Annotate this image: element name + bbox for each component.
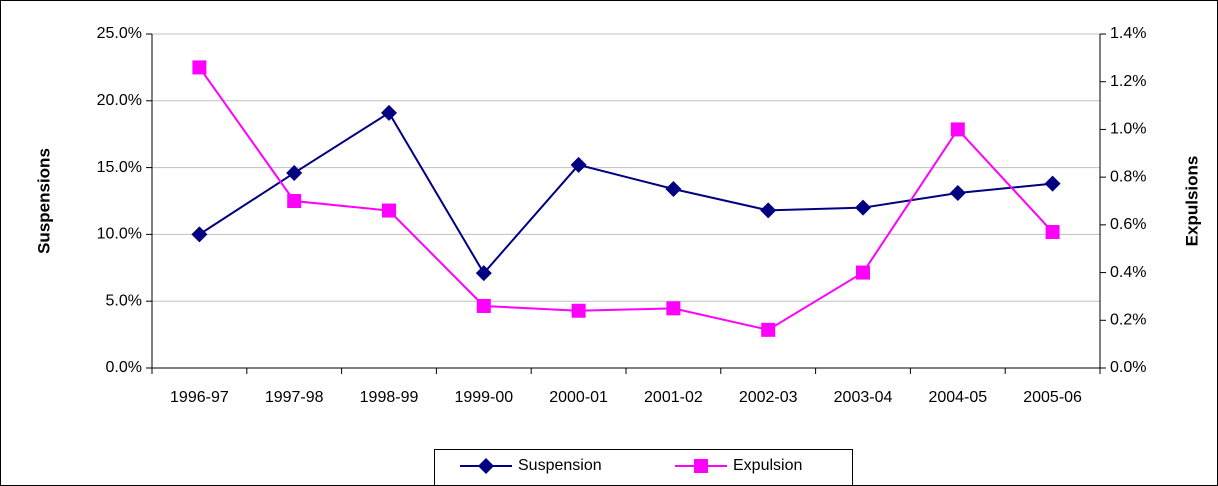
y-axis-title: Suspensions	[34, 148, 53, 254]
marker	[949, 184, 966, 201]
y2-tick-label: 1.0%	[1110, 121, 1146, 138]
marker	[286, 164, 303, 181]
x-tick-label: 1997-98	[265, 389, 324, 406]
marker	[761, 322, 776, 337]
y2-tick-label: 0.8%	[1110, 168, 1146, 185]
marker	[570, 156, 587, 173]
marker	[478, 458, 494, 474]
series-line	[198, 66, 1054, 331]
marker	[666, 301, 681, 316]
y2-tick-label: 0.6%	[1110, 216, 1146, 233]
marker	[476, 298, 491, 313]
y2-tick-label: 1.4%	[1110, 25, 1146, 42]
x-tick-label: 2001-02	[644, 389, 703, 406]
x-tick-label: 2003-04	[834, 389, 893, 406]
y2-tick-label: 0.2%	[1110, 312, 1146, 329]
marker	[950, 122, 965, 137]
x-tick-label: 1996-97	[170, 389, 229, 406]
x-tick-label: 1998-99	[360, 389, 419, 406]
legend-label: Expulsion	[733, 457, 802, 474]
marker	[192, 60, 207, 75]
marker	[665, 180, 682, 197]
y2-axis-title: Expulsions	[1182, 156, 1201, 247]
marker	[856, 265, 870, 280]
marker	[382, 203, 396, 218]
x-tick-label: 1999-00	[454, 389, 513, 406]
y2-tick-label: 0.4%	[1110, 264, 1146, 281]
marker	[191, 226, 208, 243]
marker	[571, 303, 586, 318]
y-tick-label: 15.0%	[97, 159, 142, 176]
marker	[855, 199, 871, 216]
y-tick-label: 5.0%	[106, 292, 142, 309]
x-tick-label: 2004-05	[928, 389, 987, 406]
y2-tick-label: 1.2%	[1110, 73, 1146, 90]
marker	[1045, 225, 1060, 240]
marker	[287, 194, 302, 208]
x-tick-label: 2000-01	[549, 389, 608, 406]
marker	[694, 459, 708, 473]
y-tick-label: 20.0%	[97, 92, 142, 109]
y-tick-label: 25.0%	[97, 25, 142, 42]
marker	[1044, 175, 1061, 192]
legend-box	[434, 449, 853, 486]
marker	[381, 104, 397, 121]
y-tick-label: 10.0%	[97, 226, 142, 243]
legend-label: Suspension	[518, 457, 602, 474]
x-tick-label: 2005-06	[1023, 389, 1082, 406]
y-tick-label: 0.0%	[106, 359, 142, 376]
marker	[475, 265, 492, 282]
x-tick-label: 2002-03	[739, 389, 798, 406]
marker	[760, 202, 777, 219]
y2-tick-label: 0.0%	[1110, 359, 1146, 376]
